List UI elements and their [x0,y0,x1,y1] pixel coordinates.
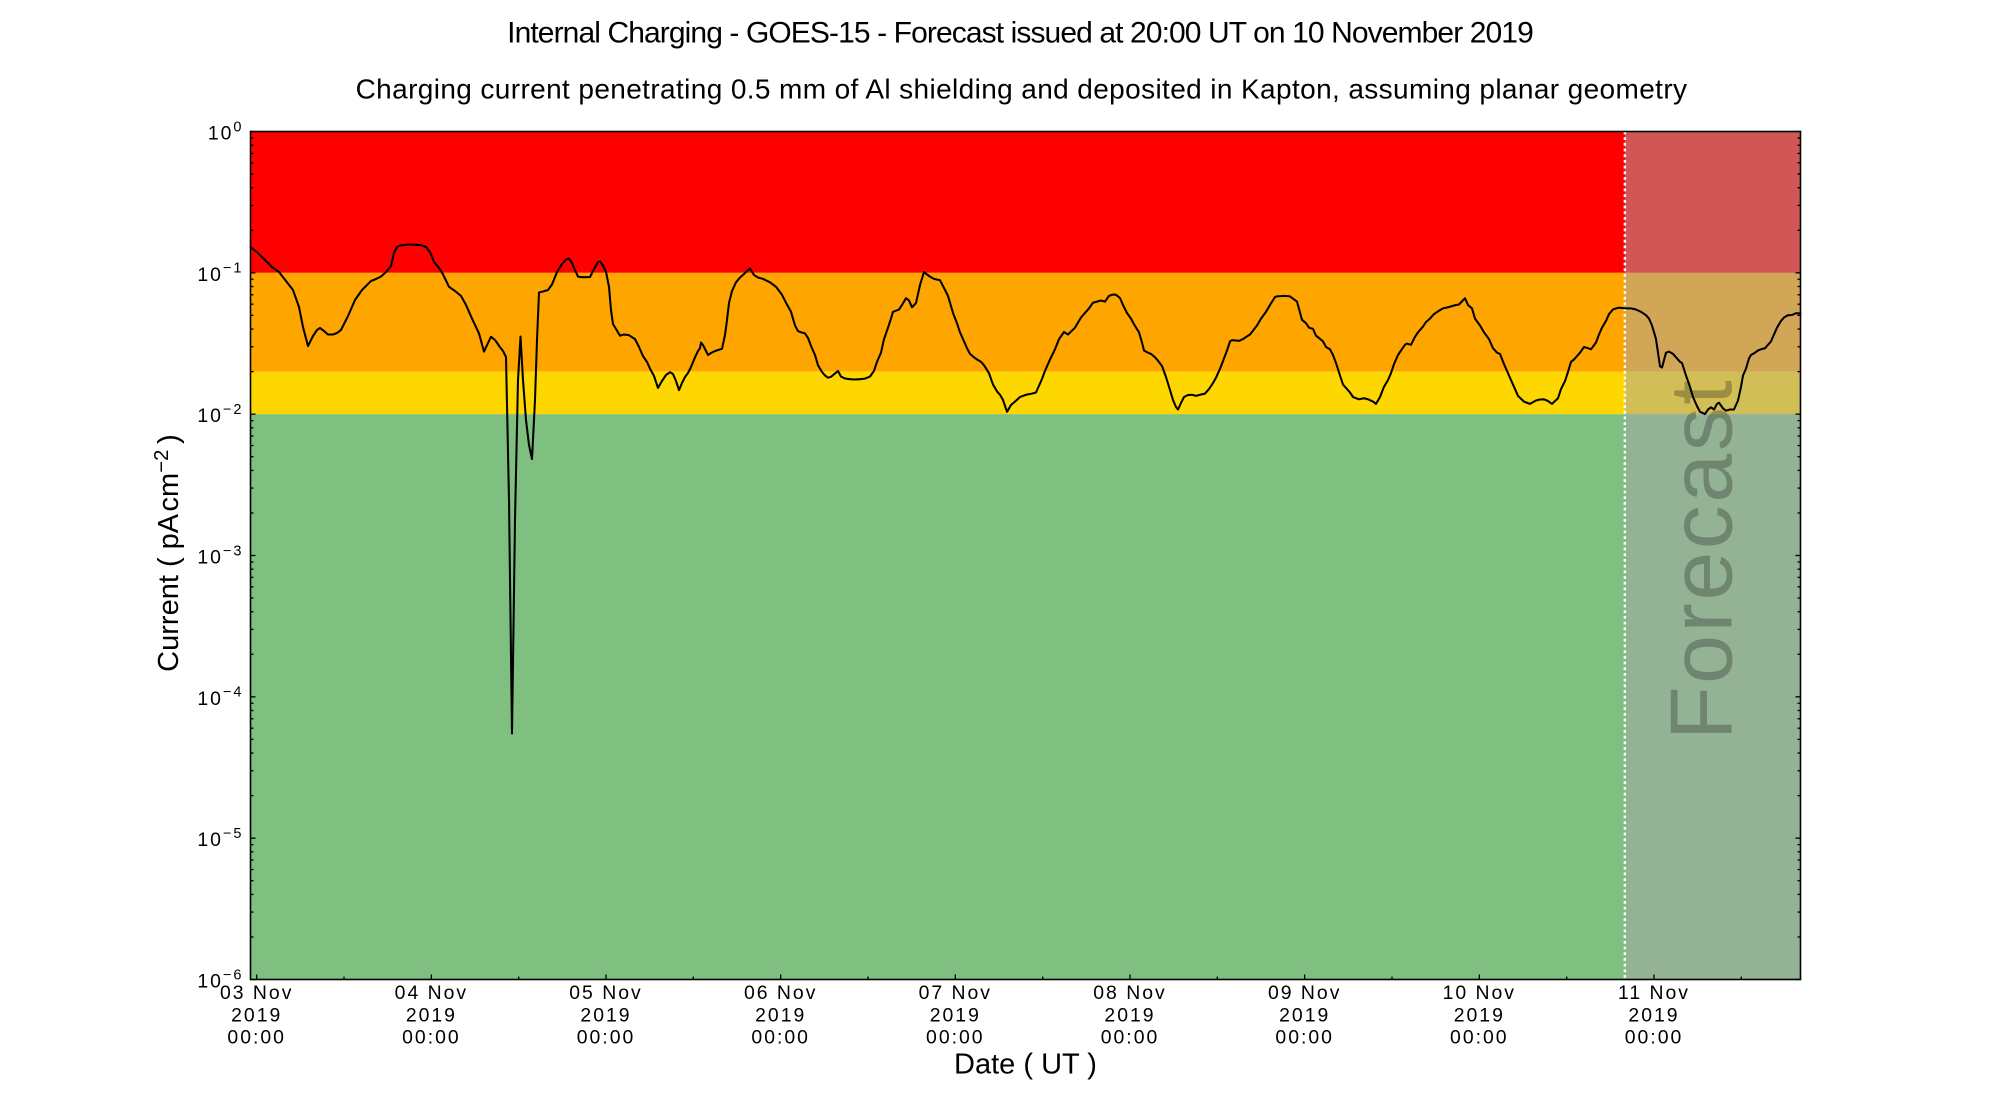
svg-text:00:00: 00:00 [402,1027,461,1049]
svg-text:09 Nov: 09 Nov [1268,982,1341,1004]
svg-text:2019: 2019 [231,1004,282,1026]
svg-text:00:00: 00:00 [577,1027,636,1049]
svg-text:11 Nov: 11 Nov [1618,982,1690,1004]
svg-text:2019: 2019 [580,1004,631,1026]
svg-text:2019: 2019 [1279,1004,1330,1026]
svg-text:08 Nov: 08 Nov [1093,982,1166,1004]
svg-text:2019: 2019 [406,1004,457,1026]
svg-text:00:00: 00:00 [1101,1027,1160,1049]
svg-text:Internal Charging - GOES-15 -: Internal Charging - GOES-15 - Forecast i… [507,17,1533,50]
svg-text:04 Nov: 04 Nov [395,982,468,1004]
svg-text:10 Nov: 10 Nov [1443,982,1516,1004]
svg-text:Forecast: Forecast [1652,378,1751,740]
svg-text:07 Nov: 07 Nov [919,982,992,1004]
svg-text:05 Nov: 05 Nov [569,982,642,1004]
svg-text:00:00: 00:00 [926,1027,985,1049]
svg-text:00:00: 00:00 [1625,1027,1684,1049]
svg-text:2019: 2019 [930,1004,981,1026]
svg-text:03 Nov: 03 Nov [220,982,293,1004]
svg-text:00:00: 00:00 [1450,1027,1509,1049]
svg-text:00:00: 00:00 [227,1027,286,1049]
svg-text:2019: 2019 [1628,1004,1679,1026]
svg-text:Date ( UT ): Date ( UT ) [954,1049,1097,1081]
svg-text:2019: 2019 [1104,1004,1155,1026]
svg-text:2019: 2019 [1454,1004,1505,1026]
svg-text:00:00: 00:00 [1275,1027,1334,1049]
svg-text:06 Nov: 06 Nov [744,982,817,1004]
svg-text:Charging current penetrating 0: Charging current penetrating 0.5 mm of A… [356,73,1688,104]
svg-text:2019: 2019 [755,1004,806,1026]
svg-text:10−6: 10−6 [197,967,243,992]
svg-text:00:00: 00:00 [751,1027,810,1049]
svg-text:Current ( pA cm−2 ): Current ( pA cm−2 ) [151,434,185,672]
